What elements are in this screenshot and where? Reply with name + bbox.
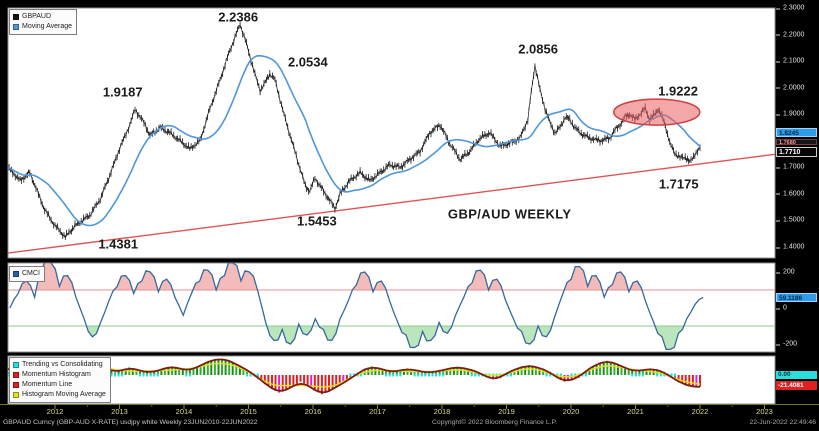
legend-item-trending[interactable]: Trending vs Consolidating xyxy=(13,360,106,370)
y-axis-tick-1.7000: 1.7000 xyxy=(776,164,804,171)
histogram-zero-label: 0.00 xyxy=(776,371,817,379)
y-axis-tick-1.4000: 1.4000 xyxy=(776,244,804,251)
cmci-line xyxy=(9,263,704,351)
y-axis-tick-1.9000: 1.9000 xyxy=(776,111,804,118)
x-axis-year-2013: 2013 xyxy=(111,407,128,416)
trending-swatch-icon xyxy=(13,362,19,368)
footer-timestamp: 22-Jun-2022 22:49:46 xyxy=(749,419,816,426)
legend-item-histogram-ma[interactable]: Histogram Moving Average xyxy=(13,390,106,400)
histogram-legend[interactable]: Trending vs Consolidating Momentum Histo… xyxy=(9,357,111,403)
cmci-swatch-icon xyxy=(13,271,19,277)
footer-description: GBPAUD Curncy (GBP-AUD X-RATE) usdjpy wh… xyxy=(3,419,258,426)
trendline-price-label: 1.7680 xyxy=(776,139,817,146)
price-annotation-1.9187: 1.9187 xyxy=(102,84,143,100)
x-axis-year-2020: 2020 xyxy=(562,407,580,416)
chart-title: GBP/AUD WEEKLY xyxy=(447,206,572,222)
y-axis-tick-2.3000: 2.3000 xyxy=(776,5,804,12)
legend-item-gbpaud[interactable]: GBPAUD xyxy=(13,12,72,22)
cmci-legend[interactable]: CMCI xyxy=(9,266,45,282)
legend-label: Histogram Moving Average xyxy=(22,391,106,398)
y-axis-tick-2.0000: 2.0000 xyxy=(776,84,804,91)
histogram-last-value-label: -21.4081 xyxy=(776,381,817,390)
x-axis-year-2014: 2014 xyxy=(175,407,193,416)
main-legend[interactable]: GBPAUD Moving Average xyxy=(9,9,78,35)
last-ma-price-label: 1.8245 xyxy=(776,128,817,137)
legend-item-momentum-histogram[interactable]: Momentum Histogram xyxy=(13,370,106,380)
x-axis-year-2021: 2021 xyxy=(627,407,644,416)
histogram-ma-swatch-icon xyxy=(13,392,19,398)
x-axis-year-2019: 2019 xyxy=(498,407,515,416)
price-annotation-1.4381: 1.4381 xyxy=(98,236,139,252)
momentum-line xyxy=(8,358,701,394)
y-axis-tick-2.1000: 2.1000 xyxy=(776,58,804,65)
x-axis-year-2015: 2015 xyxy=(240,407,257,416)
highlight-ellipse xyxy=(613,98,701,126)
legend-label: Momentum Histogram xyxy=(22,371,91,378)
legend-label: Moving Average xyxy=(22,23,73,30)
trend-line xyxy=(8,153,775,254)
price-annotation-1.5453: 1.5453 xyxy=(296,213,337,229)
moving-average-line xyxy=(8,54,701,227)
x-axis-year-2017: 2017 xyxy=(369,407,386,416)
gbpaud-swatch-icon xyxy=(13,14,19,20)
price-annotation-2.0856: 2.0856 xyxy=(518,41,558,57)
legend-item-momentum-line[interactable]: Momentum Line xyxy=(13,380,106,390)
y-axis-tick-2.2000: 2.2000 xyxy=(776,31,804,38)
legend-item-cmci[interactable]: CMCI xyxy=(13,269,40,279)
y-axis-tick-1.6000: 1.6000 xyxy=(776,190,804,197)
momentum-histogram-swatch-icon xyxy=(13,372,19,378)
x-axis-year-2022: 2022 xyxy=(691,407,709,416)
x-axis-year-2018: 2018 xyxy=(433,407,451,416)
legend-label: Trending vs Consolidating xyxy=(22,361,103,368)
legend-label: GBPAUD xyxy=(22,13,52,20)
x-axis-year-2023: 2023 xyxy=(756,407,773,416)
footer-copyright: Copyright© 2022 Bloomberg Finance L.P. xyxy=(432,419,558,426)
cmci-axis-tick-0: 0 xyxy=(776,305,787,312)
x-axis-year-2012: 2012 xyxy=(46,407,64,416)
y-axis-tick-1.5000: 1.5000 xyxy=(776,217,804,224)
x-axis-year-2016: 2016 xyxy=(304,407,322,416)
status-bar: GBPAUD Curncy (GBP-AUD X-RATE) usdjpy wh… xyxy=(0,419,819,431)
cmci-axis-tick-200: 200 xyxy=(776,269,795,276)
cmci-axis-tick--200: -200 xyxy=(776,341,797,348)
moving-average-swatch-icon xyxy=(13,24,19,30)
price-annotation-1.7175: 1.7175 xyxy=(658,176,699,192)
main-price-panel[interactable] xyxy=(7,7,776,259)
price-series-line xyxy=(8,24,701,239)
price-annotation-2.2386: 2.2386 xyxy=(218,9,259,25)
price-annotation-1.9222: 1.9222 xyxy=(658,83,698,99)
cmci-last-value-label: 59.1186 xyxy=(776,293,817,302)
legend-label: CMCI xyxy=(22,270,40,277)
price-annotation-2.0534: 2.0534 xyxy=(287,54,328,70)
last-price-label: 1.7710 xyxy=(776,147,817,157)
legend-item-moving-average[interactable]: Moving Average xyxy=(13,22,72,32)
momentum-line-swatch-icon xyxy=(13,382,19,388)
momentum-histogram-panel[interactable] xyxy=(7,355,776,405)
legend-label: Momentum Line xyxy=(22,381,73,388)
